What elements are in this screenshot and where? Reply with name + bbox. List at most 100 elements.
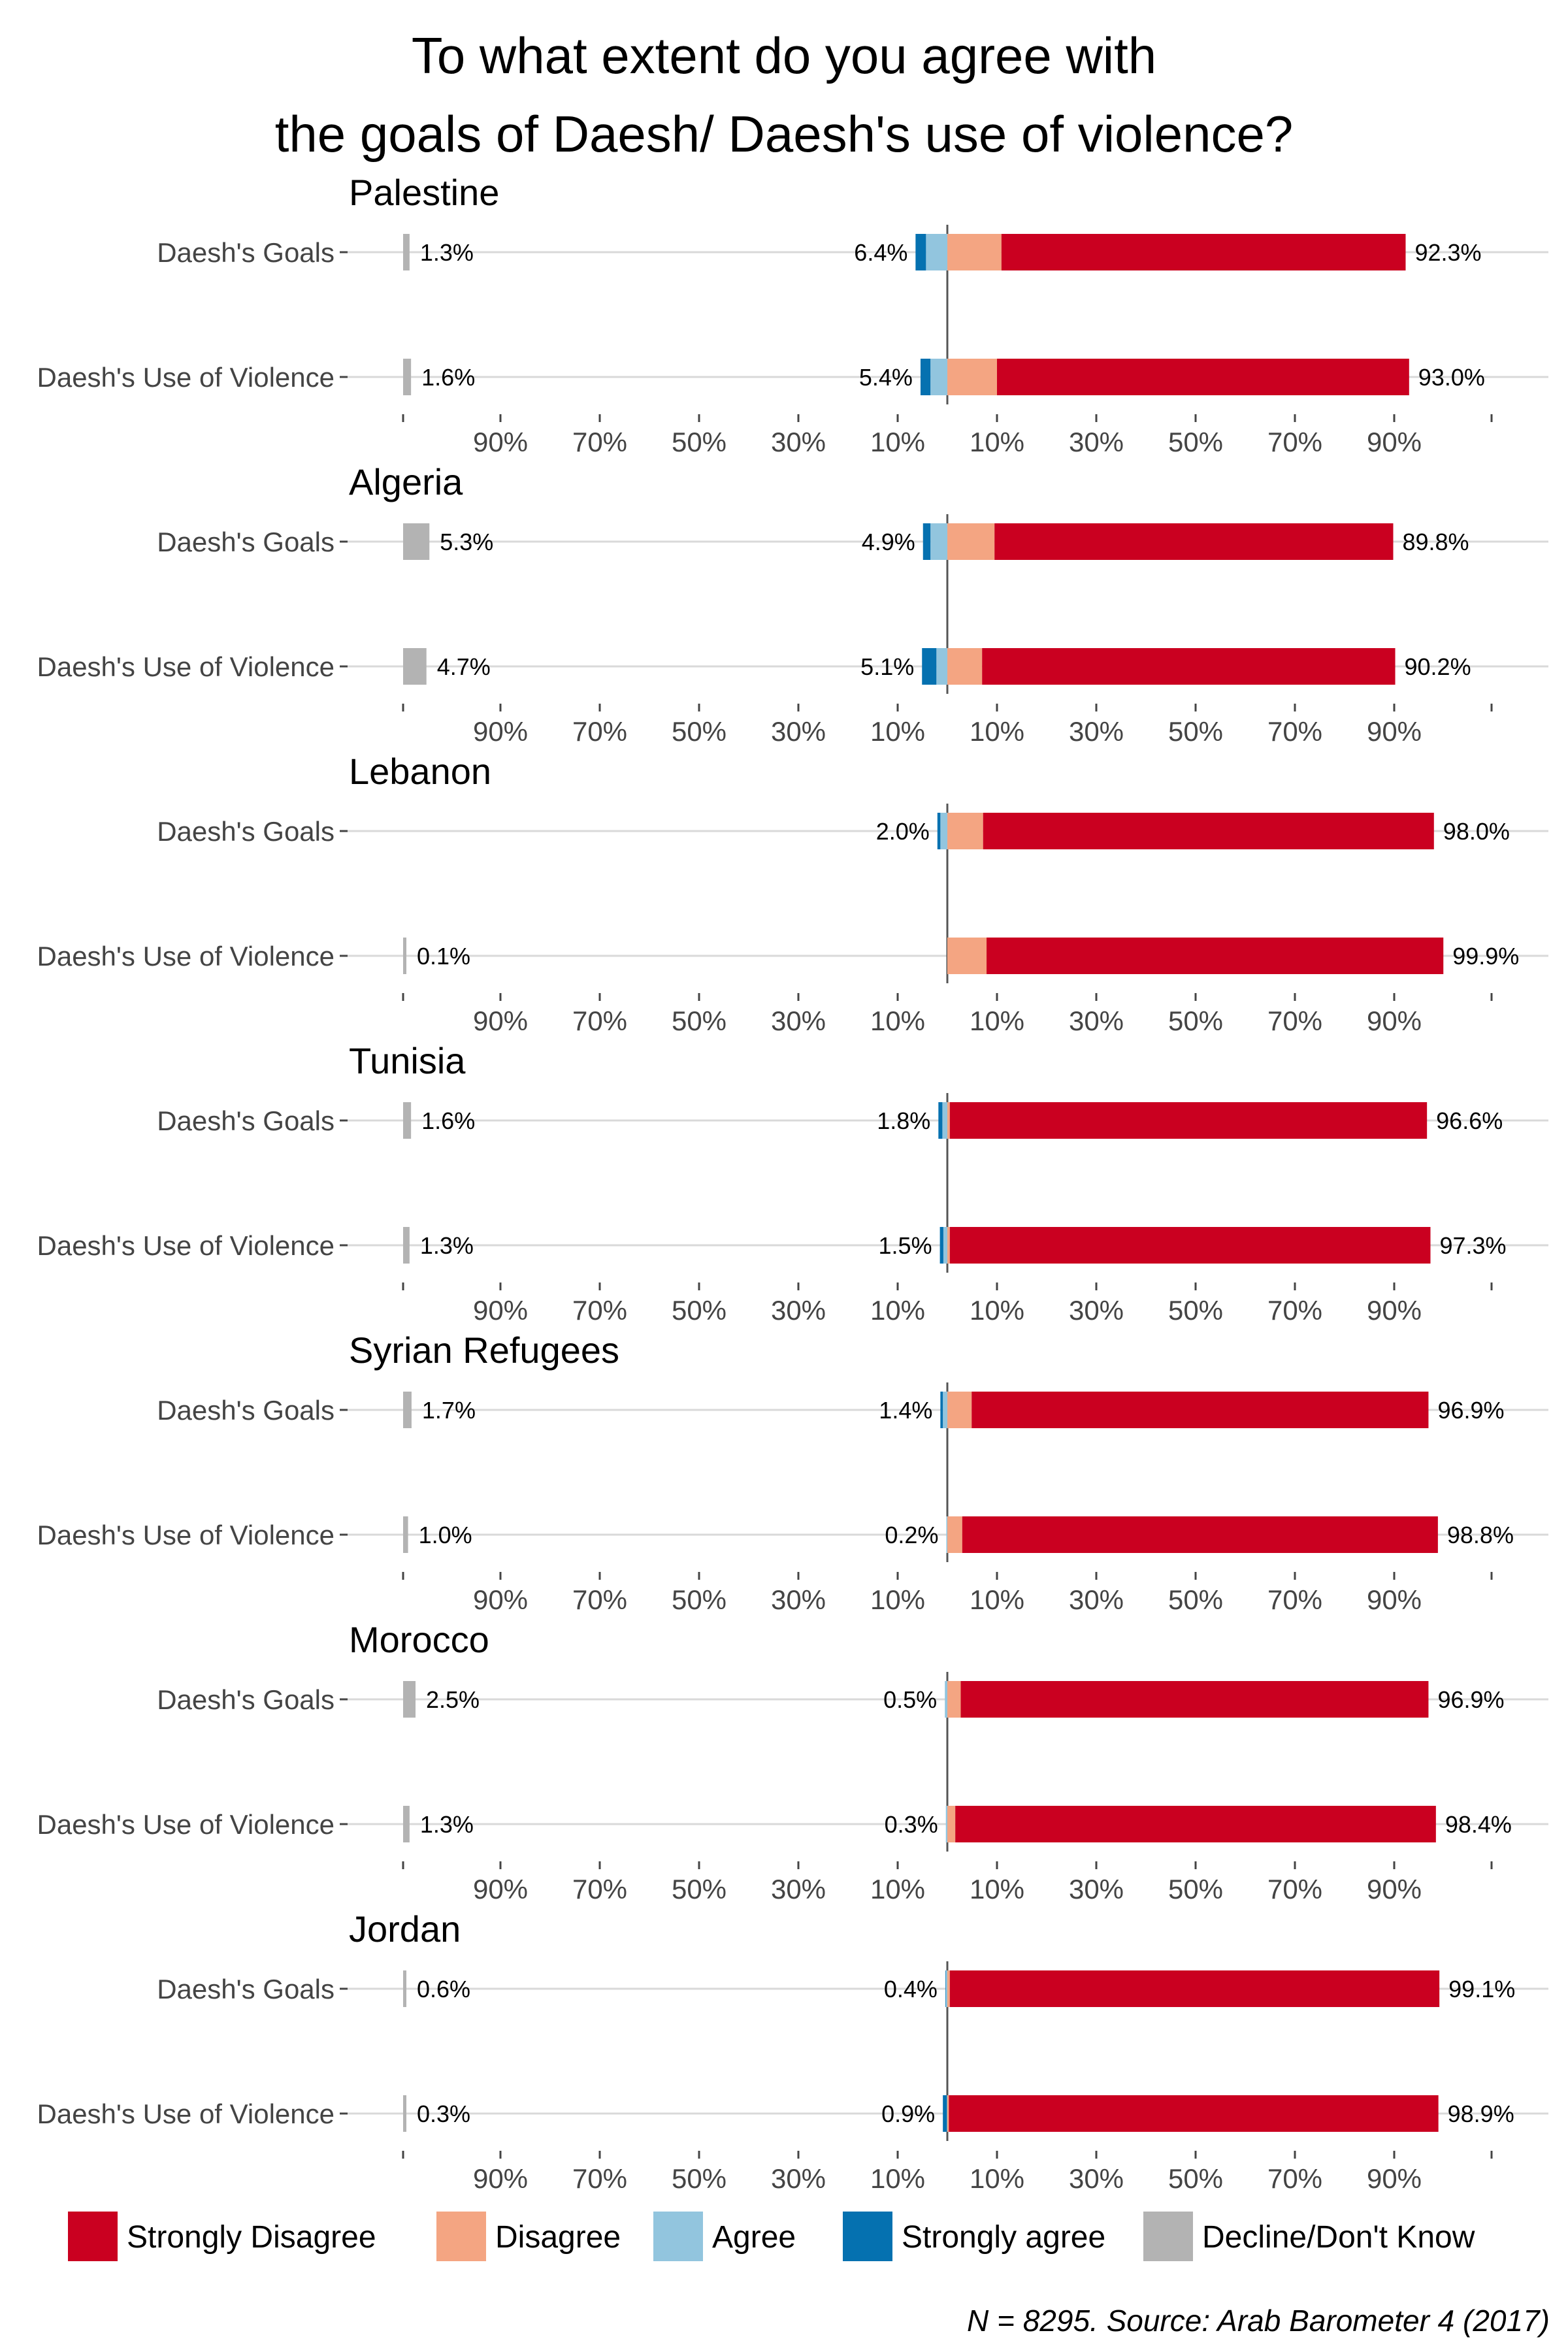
tick-label-right: 50%	[1168, 427, 1223, 457]
value-label-disagree-total: 99.1%	[1448, 1976, 1515, 2002]
tick-label-left: 90%	[473, 1005, 528, 1036]
tick-label-right: 30%	[1069, 1584, 1124, 1615]
value-label-disagree-total: 96.6%	[1436, 1107, 1503, 1134]
panel-title: Jordan	[349, 1908, 461, 1950]
row-label: Daesh's Goals	[157, 237, 335, 268]
tick-label-right: 10%	[970, 1584, 1024, 1615]
tick-label-right: 50%	[1168, 2163, 1223, 2194]
tick-label-left: 10%	[870, 2163, 925, 2194]
bar-agree	[945, 1681, 947, 1718]
value-label-decline: 5.3%	[440, 529, 493, 555]
bar-agree	[936, 648, 947, 685]
panel-title: Algeria	[349, 461, 463, 502]
panel-title: Palestine	[349, 172, 499, 213]
bar-disagree	[947, 1102, 950, 1139]
bar-disagree	[947, 359, 997, 395]
tick-label-right: 70%	[1267, 1874, 1322, 1904]
tick-label-right: 90%	[1367, 1005, 1422, 1036]
panel-lebanon: Lebanon Daesh's Goals 98.0% 2.0% Daesh's Use…	[37, 751, 1548, 1036]
legend-label-strongly-agree: Strongly agree	[902, 2220, 1105, 2255]
tick-label-right: 10%	[970, 427, 1024, 457]
row-label: Daesh's Use of Violence	[37, 1809, 335, 1840]
tick-label-right: 70%	[1267, 2163, 1322, 2194]
tick-label-right: 70%	[1267, 1584, 1322, 1615]
tick-label-left: 50%	[672, 716, 727, 747]
bar-decline	[403, 1806, 410, 1842]
bar-strongly-disagree	[972, 1392, 1429, 1428]
tick-label-left: 30%	[771, 1295, 826, 1326]
tick-label-right: 70%	[1267, 427, 1322, 457]
legend-swatch-disagree	[436, 2212, 486, 2261]
tick-label-left: 90%	[473, 1584, 528, 1615]
value-label-agree-total: 6.4%	[854, 239, 907, 266]
value-label-decline: 1.3%	[420, 1232, 474, 1259]
value-label-decline: 1.7%	[422, 1397, 476, 1424]
tick-label-left: 90%	[473, 427, 528, 457]
value-label-agree-total: 1.8%	[877, 1107, 930, 1134]
value-label-disagree-total: 98.8%	[1447, 1522, 1514, 1548]
tick-label-left: 10%	[870, 1295, 925, 1326]
tick-label-left: 70%	[572, 716, 627, 747]
value-label-decline: 0.1%	[417, 943, 470, 970]
bar-decline	[403, 1970, 406, 2007]
value-label-decline: 1.0%	[419, 1522, 472, 1548]
tick-label-left: 10%	[870, 1005, 925, 1036]
bar-agree	[943, 1392, 947, 1428]
tick-label-left: 50%	[672, 1874, 727, 1904]
bar-disagree	[947, 1806, 956, 1842]
bar-strongly-disagree	[955, 1806, 1436, 1842]
panel-algeria: Algeria Daesh's Goals 89.8% 4.9% 5.3% Daesh's…	[37, 461, 1548, 747]
tick-label-right: 90%	[1367, 427, 1422, 457]
chart-title-line-1: To what extent do you agree with	[412, 27, 1156, 84]
value-label-decline: 4.7%	[437, 653, 491, 680]
bar-strongly-agree	[939, 1227, 943, 1264]
chart-caption: N = 8295. Source: Arab Barometer 4 (2017…	[967, 2304, 1550, 2338]
tick-label-right: 70%	[1267, 716, 1322, 747]
tick-label-left: 50%	[672, 1584, 727, 1615]
tick-label-right: 70%	[1267, 1005, 1322, 1036]
value-label-agree-total: 1.5%	[879, 1232, 932, 1259]
value-label-agree-total: 4.9%	[862, 529, 915, 555]
bar-strongly-disagree	[962, 1516, 1438, 1553]
tick-label-right: 30%	[1069, 2163, 1124, 2194]
legend-label-agree: Agree	[712, 2220, 796, 2255]
panel-title: Syrian Refugees	[349, 1330, 619, 1371]
row-label: Daesh's Goals	[157, 1105, 335, 1136]
chart-title-line-2: the goals of Daesh/ Daesh's use of viole…	[275, 105, 1294, 163]
legend-label-decline: Decline/Don't Know	[1202, 2220, 1475, 2255]
bar-strongly-disagree	[960, 1681, 1429, 1718]
legend-label-strongly-disagree: Strongly Disagree	[127, 2220, 376, 2255]
bar-decline	[403, 648, 427, 685]
bar-agree	[945, 1970, 947, 2007]
value-label-decline: 1.3%	[420, 239, 474, 266]
bar-strongly-disagree	[994, 523, 1394, 560]
tick-label-left: 90%	[473, 1295, 528, 1326]
legend-swatch-decline	[1143, 2212, 1193, 2261]
bar-agree	[943, 1227, 947, 1264]
tick-label-right: 90%	[1367, 716, 1422, 747]
row-label: Daesh's Use of Violence	[37, 1230, 335, 1261]
row-label: Daesh's Goals	[157, 816, 335, 847]
value-label-agree-total: 1.4%	[879, 1397, 932, 1424]
bar-decline	[403, 938, 406, 974]
value-label-agree-total: 0.2%	[885, 1522, 938, 1548]
bar-agree	[930, 359, 947, 395]
tick-label-left: 30%	[771, 1874, 826, 1904]
row-label: Daesh's Goals	[157, 1684, 335, 1715]
value-label-agree-total: 0.4%	[884, 1976, 938, 2002]
tick-label-right: 90%	[1367, 1584, 1422, 1615]
tick-label-right: 50%	[1168, 1295, 1223, 1326]
tick-label-left: 70%	[572, 427, 627, 457]
tick-label-right: 10%	[970, 1874, 1024, 1904]
tick-label-left: 70%	[572, 1005, 627, 1036]
value-label-disagree-total: 98.0%	[1443, 818, 1510, 845]
tick-label-left: 10%	[870, 1584, 925, 1615]
tick-label-right: 30%	[1069, 716, 1124, 747]
row-label: Daesh's Goals	[157, 1395, 335, 1426]
tick-label-left: 10%	[870, 427, 925, 457]
row-label: Daesh's Use of Violence	[37, 941, 335, 972]
bar-strongly-agree	[940, 1392, 943, 1428]
tick-label-right: 30%	[1069, 1295, 1124, 1326]
tick-label-left: 10%	[870, 1874, 925, 1904]
